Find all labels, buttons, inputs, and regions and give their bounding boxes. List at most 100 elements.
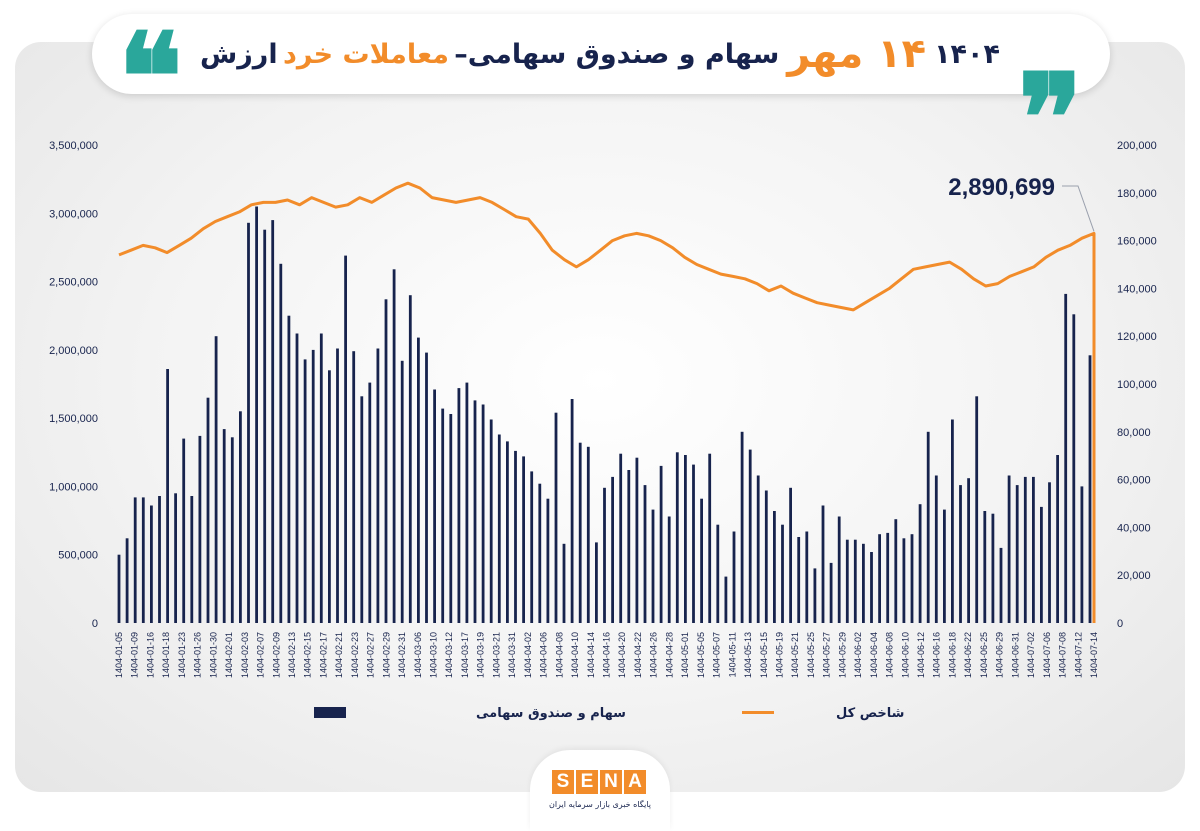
x-tick-label: 1404-06-10 xyxy=(900,632,910,678)
x-tick-label: 1404-05-07 xyxy=(712,632,722,678)
x-tick-label: 1404-05-21 xyxy=(790,632,800,678)
bar xyxy=(198,435,202,623)
bar xyxy=(894,519,898,623)
x-tick-label: 1404-03-21 xyxy=(491,632,501,678)
bar xyxy=(1032,476,1035,623)
bar xyxy=(271,220,275,623)
bar xyxy=(303,359,307,623)
title-year: ۱۴۰۴ xyxy=(934,38,1000,70)
bar xyxy=(352,351,356,623)
bar xyxy=(1040,506,1043,623)
x-tick-label: 1404-07-02 xyxy=(1026,632,1036,678)
right-tick-label: 60,000 xyxy=(1117,475,1151,487)
bar xyxy=(344,255,347,623)
bar xyxy=(311,349,315,623)
bar xyxy=(570,399,574,623)
bar xyxy=(675,452,679,623)
bar xyxy=(797,537,801,623)
bar xyxy=(724,576,728,623)
bar xyxy=(627,470,631,623)
x-tick-label: 1404-06-16 xyxy=(932,632,942,678)
x-tick-label: 1404-06-18 xyxy=(948,632,958,678)
bar xyxy=(959,485,962,623)
bar xyxy=(1080,486,1084,623)
x-tick-label: 1404-06-25 xyxy=(979,632,989,678)
bar xyxy=(643,485,647,623)
bar xyxy=(158,496,161,623)
bar xyxy=(611,476,614,623)
left-tick-label: 0 xyxy=(92,618,98,630)
right-tick-label: 40,000 xyxy=(1117,522,1151,534)
x-tick-label: 1404-02-27 xyxy=(366,632,376,678)
bar xyxy=(943,509,946,623)
bar xyxy=(926,431,930,623)
bar xyxy=(1015,485,1019,623)
x-tick-label: 1404-01-16 xyxy=(146,632,156,678)
left-tick-label: 1,000,000 xyxy=(49,481,98,493)
bar xyxy=(125,538,129,623)
x-tick-label: 1404-02-31 xyxy=(397,632,407,678)
left-tick-label: 500,000 xyxy=(58,550,98,562)
bar xyxy=(141,497,145,623)
bar xyxy=(433,389,436,623)
bar xyxy=(951,419,954,623)
bar xyxy=(651,509,655,623)
bar xyxy=(902,538,906,623)
bar xyxy=(708,453,712,623)
x-tick-label: 1404-04-26 xyxy=(649,632,659,678)
x-tick-label: 1404-01-26 xyxy=(193,632,203,678)
right-tick-label: 160,000 xyxy=(1117,236,1157,248)
x-tick-label: 1404-06-31 xyxy=(1010,632,1020,678)
bar xyxy=(287,315,291,623)
bar xyxy=(522,456,525,623)
right-tick-label: 80,000 xyxy=(1117,427,1151,439)
x-tick-label: 1404-03-12 xyxy=(444,632,454,678)
bar xyxy=(425,352,428,623)
bar xyxy=(481,404,485,623)
bar xyxy=(635,457,639,623)
sena-logo: S E N A پایگاه خبری بازار سرمایه ایران xyxy=(530,750,670,831)
right-tick-label: 140,000 xyxy=(1117,283,1157,295)
x-tick-label: 1404-02-13 xyxy=(287,632,297,678)
x-tick-label: 1404-05-25 xyxy=(806,632,816,678)
bar xyxy=(230,437,234,623)
bar xyxy=(813,568,817,623)
logo-wordmark: S E N A xyxy=(552,770,646,794)
bar xyxy=(700,498,703,623)
x-tick-label: 1404-04-28 xyxy=(664,632,674,678)
x-tick-label: 1404-01-23 xyxy=(177,632,187,678)
legend-line-swatch xyxy=(742,711,774,714)
bar xyxy=(417,337,420,623)
x-tick-label: 1404-05-01 xyxy=(680,632,690,678)
bar xyxy=(829,562,833,623)
open-quote-icon: ❝ xyxy=(118,7,183,148)
bar xyxy=(740,431,744,623)
bar xyxy=(756,475,760,623)
x-tick-label: 1404-06-04 xyxy=(869,632,879,678)
logo-letter: E xyxy=(576,770,598,794)
bar xyxy=(506,441,509,623)
bar xyxy=(473,400,477,623)
bar xyxy=(497,434,501,623)
bar xyxy=(789,487,792,623)
bar xyxy=(449,414,453,623)
title-banner xyxy=(92,14,1110,94)
x-tick-label: 1404-04-20 xyxy=(617,632,627,678)
right-tick-label: 0 xyxy=(1117,618,1123,630)
bar xyxy=(117,554,121,623)
chart-panel xyxy=(15,42,1185,792)
x-tick-label: 1404-04-14 xyxy=(586,632,596,678)
x-tick-label: 1404-07-08 xyxy=(1058,632,1068,678)
legend: سهام و صندوق سهامی شاخص کل xyxy=(314,706,904,721)
x-tick-label: 1404-06-29 xyxy=(995,632,1005,678)
x-tick-label: 1404-03-06 xyxy=(413,632,423,678)
x-axis: 1404-01-05 1404-01-09 1404-01-16 1404-01-18… xyxy=(114,632,1099,678)
bar xyxy=(934,475,938,623)
right-tick-label: 180,000 xyxy=(1117,188,1157,200)
annotation-leader xyxy=(1062,185,1095,232)
bar xyxy=(457,388,461,623)
bar xyxy=(384,299,388,623)
bar xyxy=(174,493,177,623)
bar xyxy=(837,516,841,623)
x-tick-label: 1404-05-19 xyxy=(775,632,785,678)
